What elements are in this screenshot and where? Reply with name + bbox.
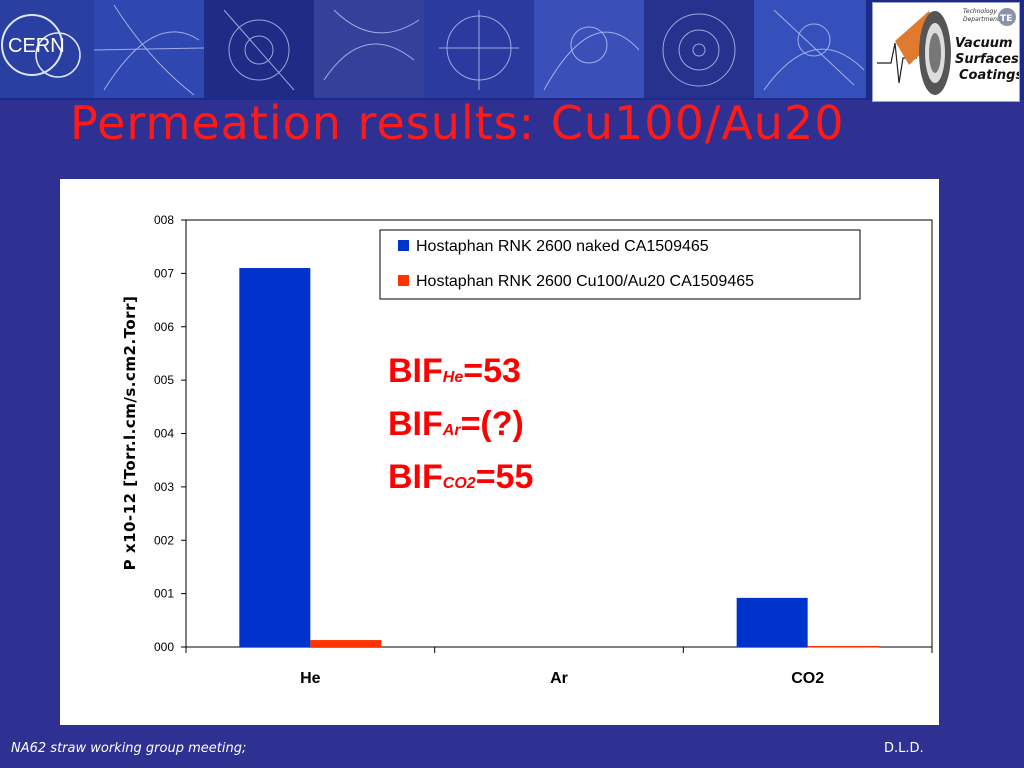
te-badge-text: TE — [1000, 14, 1012, 24]
department-text-1: Technology — [963, 8, 997, 15]
logo-vacuum-text: Vacuum — [955, 36, 1013, 51]
legend-swatch — [398, 240, 409, 251]
header-banner: CERN — [0, 0, 1024, 102]
y-tick-label: 002 — [154, 533, 174, 547]
bif-ar-sub: Ar — [442, 422, 461, 439]
bif-he-value: =53 — [463, 352, 521, 390]
bif-co2-sub: CO2 — [442, 475, 476, 492]
bif-ar-main: BIF — [388, 405, 443, 443]
cern-logo-text: CERN — [8, 35, 65, 57]
particle-tracks-banner — [94, 0, 866, 98]
y-axis-label: P x10-12 [Torr.l.cm/s.cm2.Torr] — [121, 296, 139, 571]
y-tick-label: 004 — [154, 427, 174, 441]
bif-he-sub: He — [442, 369, 464, 386]
x-category-label: He — [300, 670, 321, 687]
bif-he-main: BIF — [388, 352, 443, 390]
x-axis: He Ar CO2 — [185, 647, 933, 687]
y-tick-label: 005 — [154, 373, 174, 387]
y-tick-label: 003 — [154, 480, 174, 494]
y-tick-label: 006 — [154, 320, 174, 334]
y-tick-label: 008 — [154, 213, 174, 227]
logo-coatings-text: Coatings — [959, 68, 1019, 83]
cern-logo: CERN — [0, 0, 94, 98]
y-axis: 000 001 002 003 004 005 006 007 008 — [154, 213, 186, 654]
y-tick-label: 001 — [154, 587, 174, 601]
y-tick-label: 007 — [154, 266, 174, 280]
department-text-2: Department — [963, 16, 1000, 23]
x-category-label: Ar — [550, 670, 568, 687]
legend-box — [379, 229, 861, 300]
y-tick-label: 000 — [154, 640, 174, 654]
bar-he-series-1 — [239, 268, 311, 647]
legend-label: Hostaphan RNK 2600 Cu100/Au20 CA1509465 — [416, 273, 754, 290]
bar-chart: 000 001 002 003 004 005 006 007 008 He Ar CO2 P x1… — [121, 213, 933, 687]
bars — [239, 268, 879, 648]
cern-logo-graphic: CERN — [0, 0, 94, 98]
footer-author-text: D.L.D. — [884, 741, 924, 756]
chart-legend: Hostaphan RNK 2600 naked CA1509465 Hostap… — [379, 229, 861, 300]
chart-panel: 000 001 002 003 004 005 006 007 008 He Ar CO2 P x1… — [60, 179, 939, 725]
x-category-label: CO2 — [791, 670, 824, 687]
logo-surfaces-text: Surfaces.. — [955, 52, 1019, 67]
vsc-logo-graphic: Technology Department TE Vacuum Surfaces… — [873, 3, 1024, 101]
bif-ar-value: =(?) — [460, 405, 524, 443]
vacuum-surfaces-coatings-logo: Technology Department TE Vacuum Surfaces… — [872, 2, 1024, 102]
slide-title: Permeation results: Cu100/Au20 — [70, 96, 845, 150]
bif-he-line: BIFHe=53 — [388, 348, 533, 401]
bif-co2-line: BIFCO2=55 — [388, 454, 533, 507]
bar-co2-series-2 — [807, 645, 879, 648]
legend-swatch — [398, 275, 409, 286]
bif-co2-main: BIF — [388, 458, 443, 496]
bif-annotation: BIFHe=53 BIFAr=(?) BIFCO2=55 — [388, 348, 533, 507]
bif-ar-line: BIFAr=(?) — [388, 401, 533, 454]
bif-co2-value: =55 — [475, 458, 534, 496]
legend-label: Hostaphan RNK 2600 naked CA1509465 — [416, 238, 709, 255]
bar-he-series-2 — [310, 640, 382, 647]
footer-meeting-text: NA62 straw working group meeting; — [11, 741, 247, 756]
bar-co2-series-1 — [736, 597, 808, 647]
